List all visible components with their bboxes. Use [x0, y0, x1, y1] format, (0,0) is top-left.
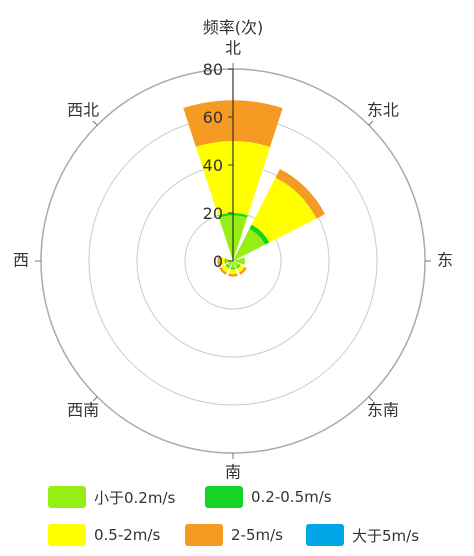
radial-tick-label: 40	[203, 156, 223, 175]
bar-segment	[249, 224, 270, 245]
bar-segment	[238, 266, 247, 275]
bar-segment	[221, 264, 230, 273]
chart-title: 频率(次)	[203, 18, 264, 37]
direction-label: 南	[225, 463, 241, 482]
direction-label: 西	[13, 251, 29, 270]
legend-label: 0.2-0.5m/s	[251, 488, 332, 506]
legend-item[interactable]: 小于0.2m/s	[48, 486, 175, 508]
bar-segment	[217, 256, 221, 266]
direction-label: 西北	[67, 101, 99, 120]
bar-segment	[219, 266, 228, 275]
legend-label: 小于0.2m/s	[94, 488, 176, 507]
legend-swatch	[185, 524, 223, 546]
bar-segment	[228, 273, 238, 277]
radial-tick-label: 0	[213, 252, 223, 271]
radial-tick-label: 20	[203, 204, 223, 223]
direction-tick	[92, 120, 98, 126]
bar-segment	[275, 169, 325, 219]
legend-item[interactable]: 2-5m/s	[185, 524, 283, 546]
bar-segment	[251, 177, 317, 243]
legend-swatch	[48, 524, 86, 546]
radial-tick-label: 60	[203, 108, 223, 127]
direction-tick	[368, 396, 374, 402]
bar-segment	[233, 257, 245, 265]
bar-segment	[224, 258, 227, 264]
direction-tick	[368, 120, 374, 126]
bar-segment	[226, 261, 233, 268]
radial-axis: 0 20 40 60 80	[203, 60, 234, 271]
legend-label: 2-5m/s	[231, 526, 283, 544]
direction-label: 东南	[367, 400, 399, 419]
bar-segment	[228, 268, 238, 275]
bar-segment	[230, 267, 236, 270]
legend-item[interactable]: 0.5-2m/s	[48, 524, 160, 546]
bar-segment	[233, 261, 240, 268]
direction-label: 东北	[367, 101, 399, 120]
direction-tick	[92, 396, 98, 402]
bar-segment	[236, 264, 245, 273]
legend-swatch	[205, 486, 243, 508]
legend-label: 大于5m/s	[352, 526, 420, 545]
bars	[183, 100, 325, 277]
bar-segment	[225, 264, 230, 269]
bar-segment	[236, 264, 241, 269]
radial-tick-label: 80	[203, 60, 223, 79]
legend-item[interactable]: 0.2-0.5m/s	[205, 486, 332, 508]
legend-swatch	[48, 486, 86, 508]
bar-segment	[230, 261, 236, 269]
bar-segment	[219, 256, 226, 266]
bar-segment	[233, 228, 266, 261]
direction-label: 北	[225, 39, 241, 58]
direction-label: 东	[437, 251, 453, 270]
direction-label: 西南	[67, 400, 99, 419]
legend-swatch	[306, 524, 344, 546]
legend-item[interactable]: 大于5m/s	[306, 524, 419, 546]
legend-label: 0.5-2m/s	[94, 526, 161, 544]
